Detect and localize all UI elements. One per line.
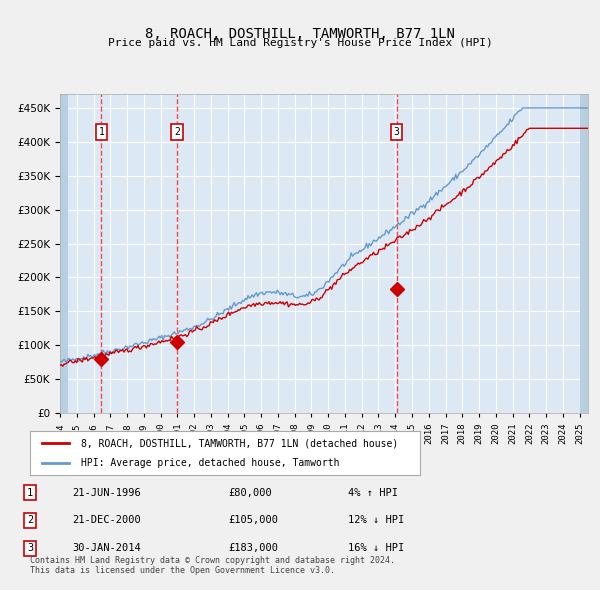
Text: 12% ↓ HPI: 12% ↓ HPI [348, 516, 404, 525]
Text: HPI: Average price, detached house, Tamworth: HPI: Average price, detached house, Tamw… [81, 458, 339, 467]
Text: 3: 3 [394, 127, 400, 137]
Text: 21-DEC-2000: 21-DEC-2000 [72, 516, 141, 525]
Text: 8, ROACH, DOSTHILL, TAMWORTH, B77 1LN (detached house): 8, ROACH, DOSTHILL, TAMWORTH, B77 1LN (d… [81, 438, 398, 448]
Text: 2: 2 [174, 127, 180, 137]
Text: Contains HM Land Registry data © Crown copyright and database right 2024.
This d: Contains HM Land Registry data © Crown c… [30, 556, 395, 575]
Text: £105,000: £105,000 [228, 516, 278, 525]
Text: 30-JAN-2014: 30-JAN-2014 [72, 543, 141, 553]
Polygon shape [580, 94, 588, 413]
Polygon shape [60, 94, 68, 413]
Text: Price paid vs. HM Land Registry's House Price Index (HPI): Price paid vs. HM Land Registry's House … [107, 38, 493, 48]
Text: 3: 3 [27, 543, 33, 553]
Text: 4% ↑ HPI: 4% ↑ HPI [348, 488, 398, 497]
Text: £183,000: £183,000 [228, 543, 278, 553]
Text: 21-JUN-1996: 21-JUN-1996 [72, 488, 141, 497]
Text: 2: 2 [27, 516, 33, 525]
Text: 1: 1 [98, 127, 104, 137]
Text: £80,000: £80,000 [228, 488, 272, 497]
Text: 1: 1 [27, 488, 33, 497]
Text: 16% ↓ HPI: 16% ↓ HPI [348, 543, 404, 553]
Text: 8, ROACH, DOSTHILL, TAMWORTH, B77 1LN: 8, ROACH, DOSTHILL, TAMWORTH, B77 1LN [145, 27, 455, 41]
